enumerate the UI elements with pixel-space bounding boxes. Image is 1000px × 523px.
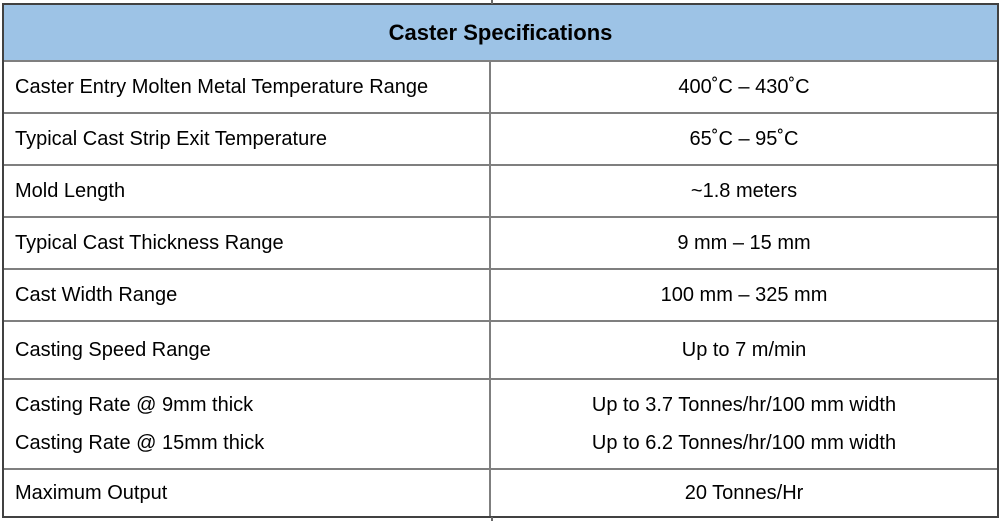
spec-label-group: Casting Rate @ 9mm thick Casting Rate @ … xyxy=(4,380,491,468)
spec-value: 9 mm – 15 mm xyxy=(677,231,811,254)
column-divider-stub-top xyxy=(491,0,493,4)
spec-label: Typical Cast Thickness Range xyxy=(4,218,491,268)
spec-value: 20 Tonnes/Hr xyxy=(684,481,804,504)
spec-label: Casting Rate @ 9mm thick xyxy=(15,394,254,416)
spec-label: Casting Speed Range xyxy=(4,322,491,378)
spec-label: Maximum Output xyxy=(4,470,491,516)
spec-value: ~1.8 meters xyxy=(690,179,798,202)
spec-label: Casting Rate @ 15mm thick xyxy=(15,432,265,454)
spec-label: Cast Width Range xyxy=(4,270,491,320)
table-row-casting-rate: Casting Rate @ 9mm thick Casting Rate @ … xyxy=(4,378,997,468)
table-row: Mold Length ~1.8 meters xyxy=(4,164,997,216)
spec-value: Up to 6.2 Tonnes/hr/100 mm width xyxy=(591,432,897,454)
table-title: Caster Specifications xyxy=(4,5,997,62)
spec-value: 65˚C – 95˚C xyxy=(689,127,799,150)
caster-specifications-table: Caster Specifications Caster Entry Molte… xyxy=(2,3,999,518)
table-row: Casting Speed Range Up to 7 m/min xyxy=(4,320,997,378)
table-row: Caster Entry Molten Metal Temperature Ra… xyxy=(4,62,997,112)
table-row: Typical Cast Strip Exit Temperature 65˚C… xyxy=(4,112,997,164)
spec-value-group: Up to 3.7 Tonnes/hr/100 mm width Up to 6… xyxy=(491,380,997,468)
spec-label: Typical Cast Strip Exit Temperature xyxy=(4,114,491,164)
table-row: Typical Cast Thickness Range 9 mm – 15 m… xyxy=(4,216,997,268)
column-divider-stub-bottom xyxy=(491,517,493,521)
spec-value: 400˚C – 430˚C xyxy=(678,75,810,98)
spec-value: Up to 7 m/min xyxy=(681,338,807,361)
spec-value: Up to 3.7 Tonnes/hr/100 mm width xyxy=(591,394,897,416)
table-row: Cast Width Range 100 mm – 325 mm xyxy=(4,268,997,320)
spec-label: Caster Entry Molten Metal Temperature Ra… xyxy=(4,62,491,112)
table-row: Maximum Output 20 Tonnes/Hr xyxy=(4,468,997,516)
spec-label: Mold Length xyxy=(4,166,491,216)
spec-value: 100 mm – 325 mm xyxy=(660,283,828,306)
